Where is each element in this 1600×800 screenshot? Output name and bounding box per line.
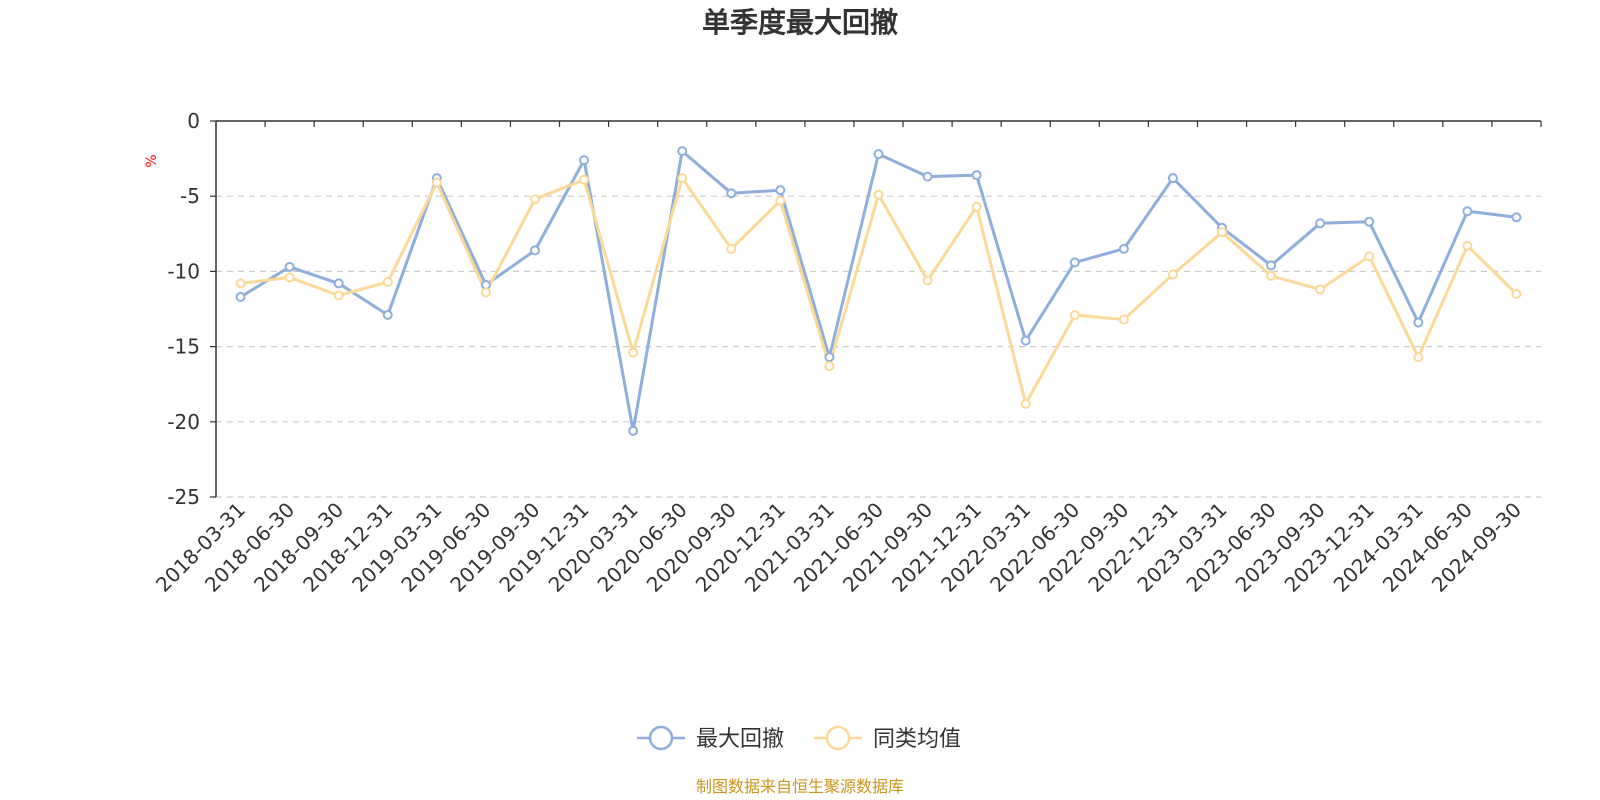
- y-tick-label: -15: [167, 335, 200, 359]
- y-tick-label: -10: [167, 259, 200, 283]
- data-point[interactable]: [1167, 173, 1178, 184]
- data-point[interactable]: [971, 201, 982, 212]
- data-point[interactable]: [1511, 288, 1522, 299]
- data-point[interactable]: [1413, 317, 1424, 328]
- data-point[interactable]: [1020, 398, 1031, 409]
- legend-item-2[interactable]: 同类均值: [814, 725, 961, 752]
- data-point[interactable]: [628, 347, 639, 358]
- data-point[interactable]: [824, 361, 835, 372]
- chart-title: 单季度最大回撤: [702, 6, 898, 39]
- data-point[interactable]: [873, 189, 884, 200]
- data-point[interactable]: [431, 177, 442, 188]
- data-point[interactable]: [382, 276, 393, 287]
- data-point[interactable]: [1462, 240, 1473, 251]
- data-point[interactable]: [529, 245, 540, 256]
- data-source-note: 制图数据来自恒生聚源数据库: [696, 777, 904, 796]
- data-point[interactable]: [775, 195, 786, 206]
- data-point[interactable]: [1167, 269, 1178, 280]
- data-point[interactable]: [1266, 270, 1277, 281]
- data-point[interactable]: [1020, 335, 1031, 346]
- data-point[interactable]: [1413, 352, 1424, 363]
- y-tick-label: -25: [167, 485, 200, 509]
- data-point[interactable]: [333, 290, 344, 301]
- y-tick-labels: 0 -5 -10 -15 -20 -25: [167, 109, 200, 509]
- data-point[interactable]: [1364, 251, 1375, 262]
- data-point[interactable]: [1069, 310, 1080, 321]
- data-point[interactable]: [824, 352, 835, 363]
- data-point[interactable]: [726, 243, 737, 254]
- data-point[interactable]: [1511, 212, 1522, 223]
- data-point[interactable]: [922, 171, 933, 182]
- data-point[interactable]: [333, 278, 344, 289]
- data-point[interactable]: [677, 173, 688, 184]
- data-point[interactable]: [480, 287, 491, 298]
- y-axis-label: %: [144, 154, 160, 167]
- data-point[interactable]: [235, 291, 246, 302]
- data-point[interactable]: [922, 275, 933, 286]
- data-point[interactable]: [1315, 284, 1326, 295]
- data-point[interactable]: [1118, 314, 1129, 325]
- legend-item-1[interactable]: 最大回撤: [637, 725, 784, 752]
- data-point[interactable]: [382, 310, 393, 321]
- data-point[interactable]: [284, 261, 295, 272]
- y-tick-label: -5: [180, 184, 200, 208]
- legend-marker: [825, 725, 851, 751]
- data-point[interactable]: [628, 425, 639, 436]
- data-point[interactable]: [1217, 227, 1228, 238]
- data-point[interactable]: [1364, 216, 1375, 227]
- x-tick-labels: 2018-03-312018-06-302018-09-302018-12-31…: [151, 498, 1526, 597]
- data-point[interactable]: [1462, 206, 1473, 217]
- data-point[interactable]: [235, 278, 246, 289]
- series-line-2: [240, 176, 1518, 406]
- legend-label: 最大回撤: [696, 727, 784, 752]
- y-tick-label: 0: [187, 109, 200, 133]
- data-point[interactable]: [971, 170, 982, 181]
- data-point[interactable]: [726, 188, 737, 199]
- series: [235, 146, 1522, 436]
- data-point[interactable]: [873, 149, 884, 160]
- data-point[interactable]: [579, 155, 590, 166]
- data-point[interactable]: [579, 174, 590, 185]
- data-point[interactable]: [1118, 243, 1129, 254]
- legend-marker: [648, 725, 674, 751]
- data-point[interactable]: [1266, 260, 1277, 271]
- data-point[interactable]: [677, 146, 688, 157]
- data-point[interactable]: [1315, 218, 1326, 229]
- y-tick-label: -20: [167, 410, 200, 434]
- legend-label: 同类均值: [873, 727, 961, 752]
- axes: [210, 120, 1542, 498]
- data-point[interactable]: [775, 185, 786, 196]
- grid: [216, 195, 1541, 498]
- data-point[interactable]: [284, 272, 295, 283]
- data-point[interactable]: [529, 194, 540, 205]
- data-point[interactable]: [1069, 257, 1080, 268]
- legend[interactable]: 最大回撤 同类均值: [637, 725, 961, 752]
